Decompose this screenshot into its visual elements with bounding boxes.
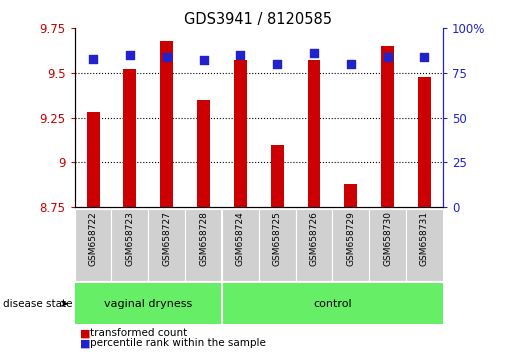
Bar — [75, 209, 111, 281]
Text: GSM658729: GSM658729 — [347, 211, 355, 266]
Point — [89, 56, 97, 62]
Point — [347, 61, 355, 67]
Bar — [296, 209, 332, 281]
Point — [420, 54, 428, 60]
Text: disease state: disease state — [3, 299, 72, 309]
Point — [126, 52, 134, 58]
Bar — [369, 209, 406, 281]
Bar — [234, 61, 247, 207]
Text: GSM658730: GSM658730 — [383, 211, 392, 266]
Point — [199, 58, 208, 63]
Text: GSM658723: GSM658723 — [126, 211, 134, 266]
Bar — [271, 144, 284, 207]
Text: GSM658724: GSM658724 — [236, 211, 245, 266]
Text: GSM658725: GSM658725 — [273, 211, 282, 266]
Point — [273, 61, 281, 67]
Bar — [160, 41, 173, 207]
Bar — [111, 209, 148, 281]
Bar — [381, 46, 394, 207]
Bar — [75, 283, 222, 324]
Bar — [197, 100, 210, 207]
Point — [236, 52, 245, 58]
Point — [163, 54, 171, 60]
Bar — [333, 209, 369, 281]
Bar — [418, 76, 431, 207]
Text: GDS3941 / 8120585: GDS3941 / 8120585 — [183, 12, 332, 27]
Bar — [222, 283, 443, 324]
Text: GSM658727: GSM658727 — [162, 211, 171, 266]
Bar — [148, 209, 185, 281]
Text: ■: ■ — [80, 329, 90, 338]
Text: transformed count: transformed count — [90, 329, 187, 338]
Bar — [87, 112, 99, 207]
Bar — [259, 209, 296, 281]
Text: ■: ■ — [80, 338, 90, 348]
Bar — [185, 209, 222, 281]
Text: control: control — [313, 298, 352, 309]
Bar — [406, 209, 443, 281]
Text: percentile rank within the sample: percentile rank within the sample — [90, 338, 266, 348]
Point — [384, 54, 392, 60]
Text: GSM658722: GSM658722 — [89, 211, 97, 266]
Bar — [307, 61, 320, 207]
Text: vaginal dryness: vaginal dryness — [104, 298, 193, 309]
Text: GSM658726: GSM658726 — [310, 211, 318, 266]
Point — [310, 51, 318, 56]
Bar — [345, 184, 357, 207]
Bar — [124, 69, 136, 207]
Text: GSM658728: GSM658728 — [199, 211, 208, 266]
Bar — [222, 209, 259, 281]
Text: GSM658731: GSM658731 — [420, 211, 429, 266]
